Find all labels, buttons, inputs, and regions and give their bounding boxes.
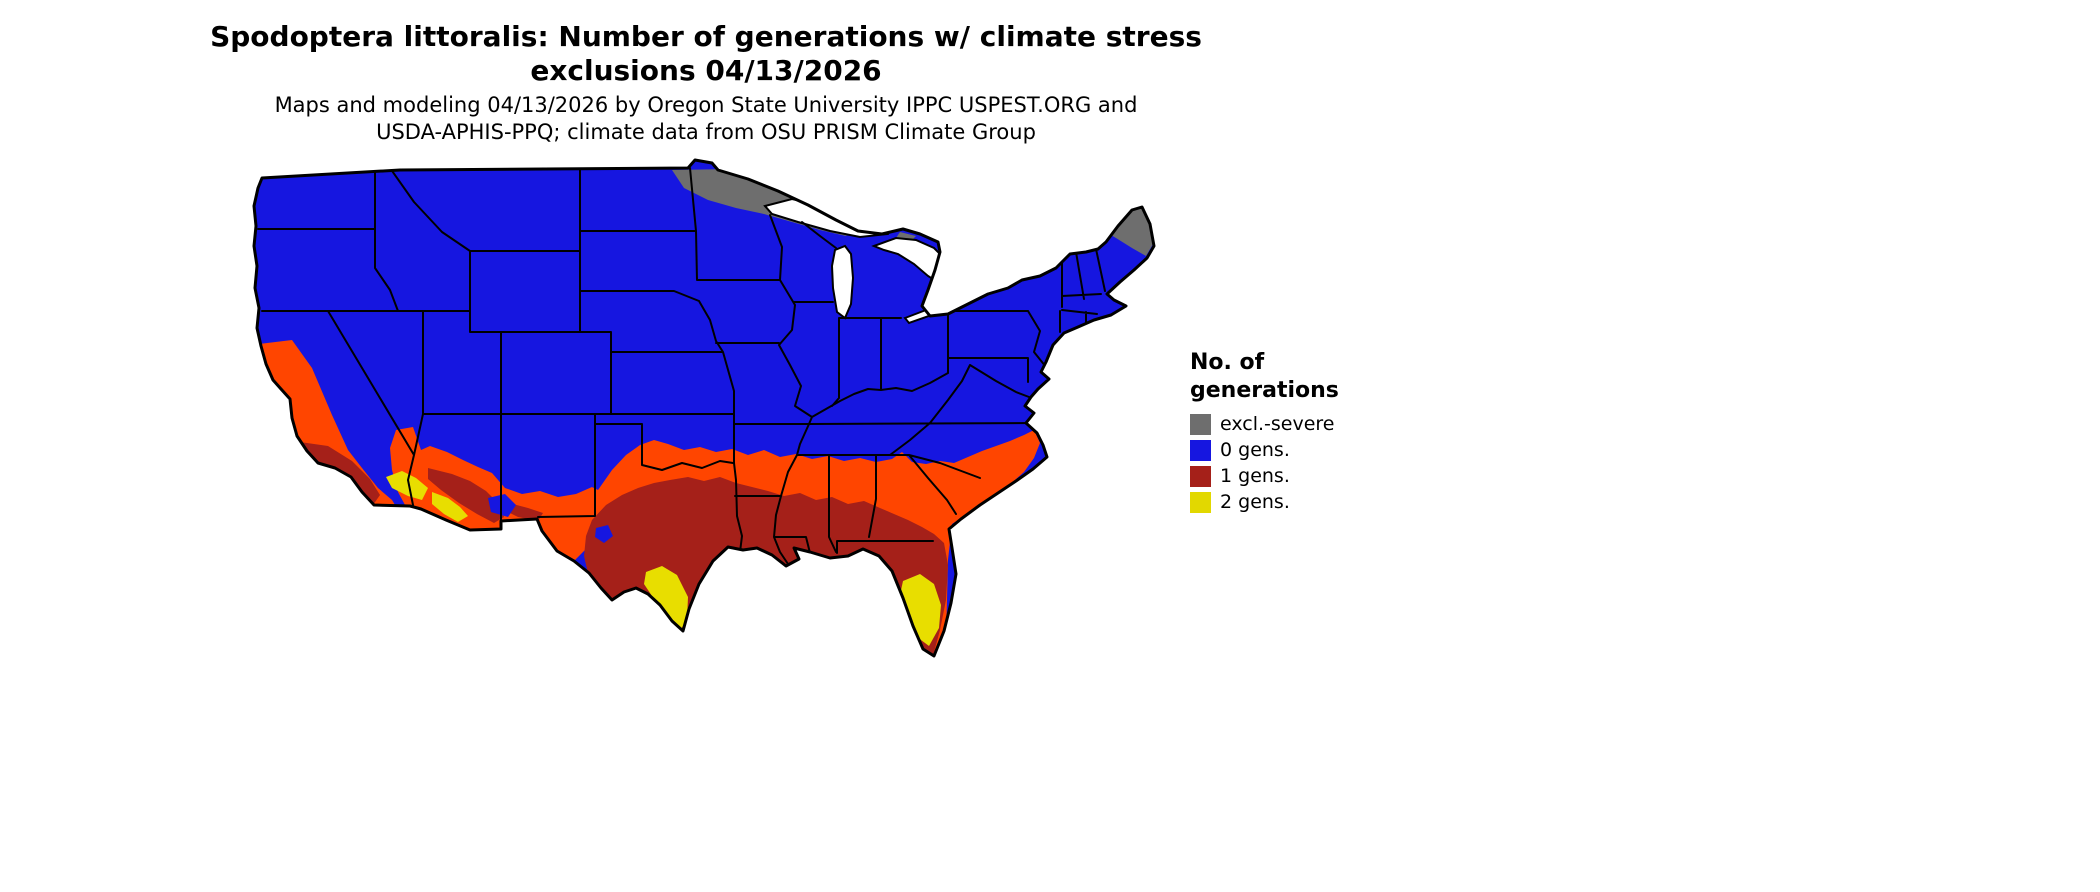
legend-swatch-excl-severe bbox=[1190, 414, 1211, 435]
legend-title: No. of generations bbox=[1190, 349, 1410, 405]
region-orange-band-california bbox=[259, 340, 398, 510]
page-title-line2: exclusions 04/13/2026 bbox=[530, 54, 882, 87]
legend-item-0-gens: 0 gens. bbox=[1190, 440, 1410, 461]
page-subtitle-line1: Maps and modeling 04/13/2026 by Oregon S… bbox=[274, 93, 1138, 117]
legend-title-line1: No. of bbox=[1190, 350, 1265, 375]
region-1-gens-arizona bbox=[428, 468, 504, 523]
page-title-line1: Spodoptera littoralis: Number of generat… bbox=[210, 20, 1202, 53]
map-legend: No. of generations excl.-severe 0 gens. … bbox=[1190, 349, 1410, 518]
legend-label: 0 gens. bbox=[1220, 439, 1290, 461]
page-subtitle: Maps and modeling 04/13/2026 by Oregon S… bbox=[0, 92, 1412, 146]
legend-item-2-gens: 2 gens. bbox=[1190, 492, 1410, 513]
legend-label: excl.-severe bbox=[1220, 413, 1335, 435]
region-0-gens-highland-2 bbox=[595, 525, 613, 543]
legend-item-excl-severe: excl.-severe bbox=[1190, 414, 1410, 435]
legend-swatch-2-gens bbox=[1190, 492, 1211, 513]
region-2-gens-yuma bbox=[432, 492, 468, 522]
page-subtitle-line2: USDA-APHIS-PPQ; climate data from OSU PR… bbox=[376, 120, 1036, 144]
state-borders bbox=[257, 167, 1106, 565]
legend-swatch-0-gens bbox=[1190, 440, 1211, 461]
legend-item-1-gens: 1 gens. bbox=[1190, 466, 1410, 487]
legend-title-line2: generations bbox=[1190, 378, 1339, 403]
legend-label: 2 gens. bbox=[1220, 491, 1290, 513]
lake-michigan bbox=[830, 244, 855, 320]
us-outline bbox=[252, 158, 1156, 658]
page-title: Spodoptera littoralis: Number of generat… bbox=[0, 20, 1412, 88]
region-2-gens-south-texas bbox=[644, 566, 688, 632]
region-1-gens-new-mexico bbox=[506, 503, 543, 521]
region-2-gens-imperial-valley bbox=[386, 471, 428, 500]
legend-swatch-1-gens bbox=[1190, 466, 1211, 487]
legend-label: 1 gens. bbox=[1220, 465, 1290, 487]
region-2-gens-south-florida bbox=[900, 574, 941, 646]
